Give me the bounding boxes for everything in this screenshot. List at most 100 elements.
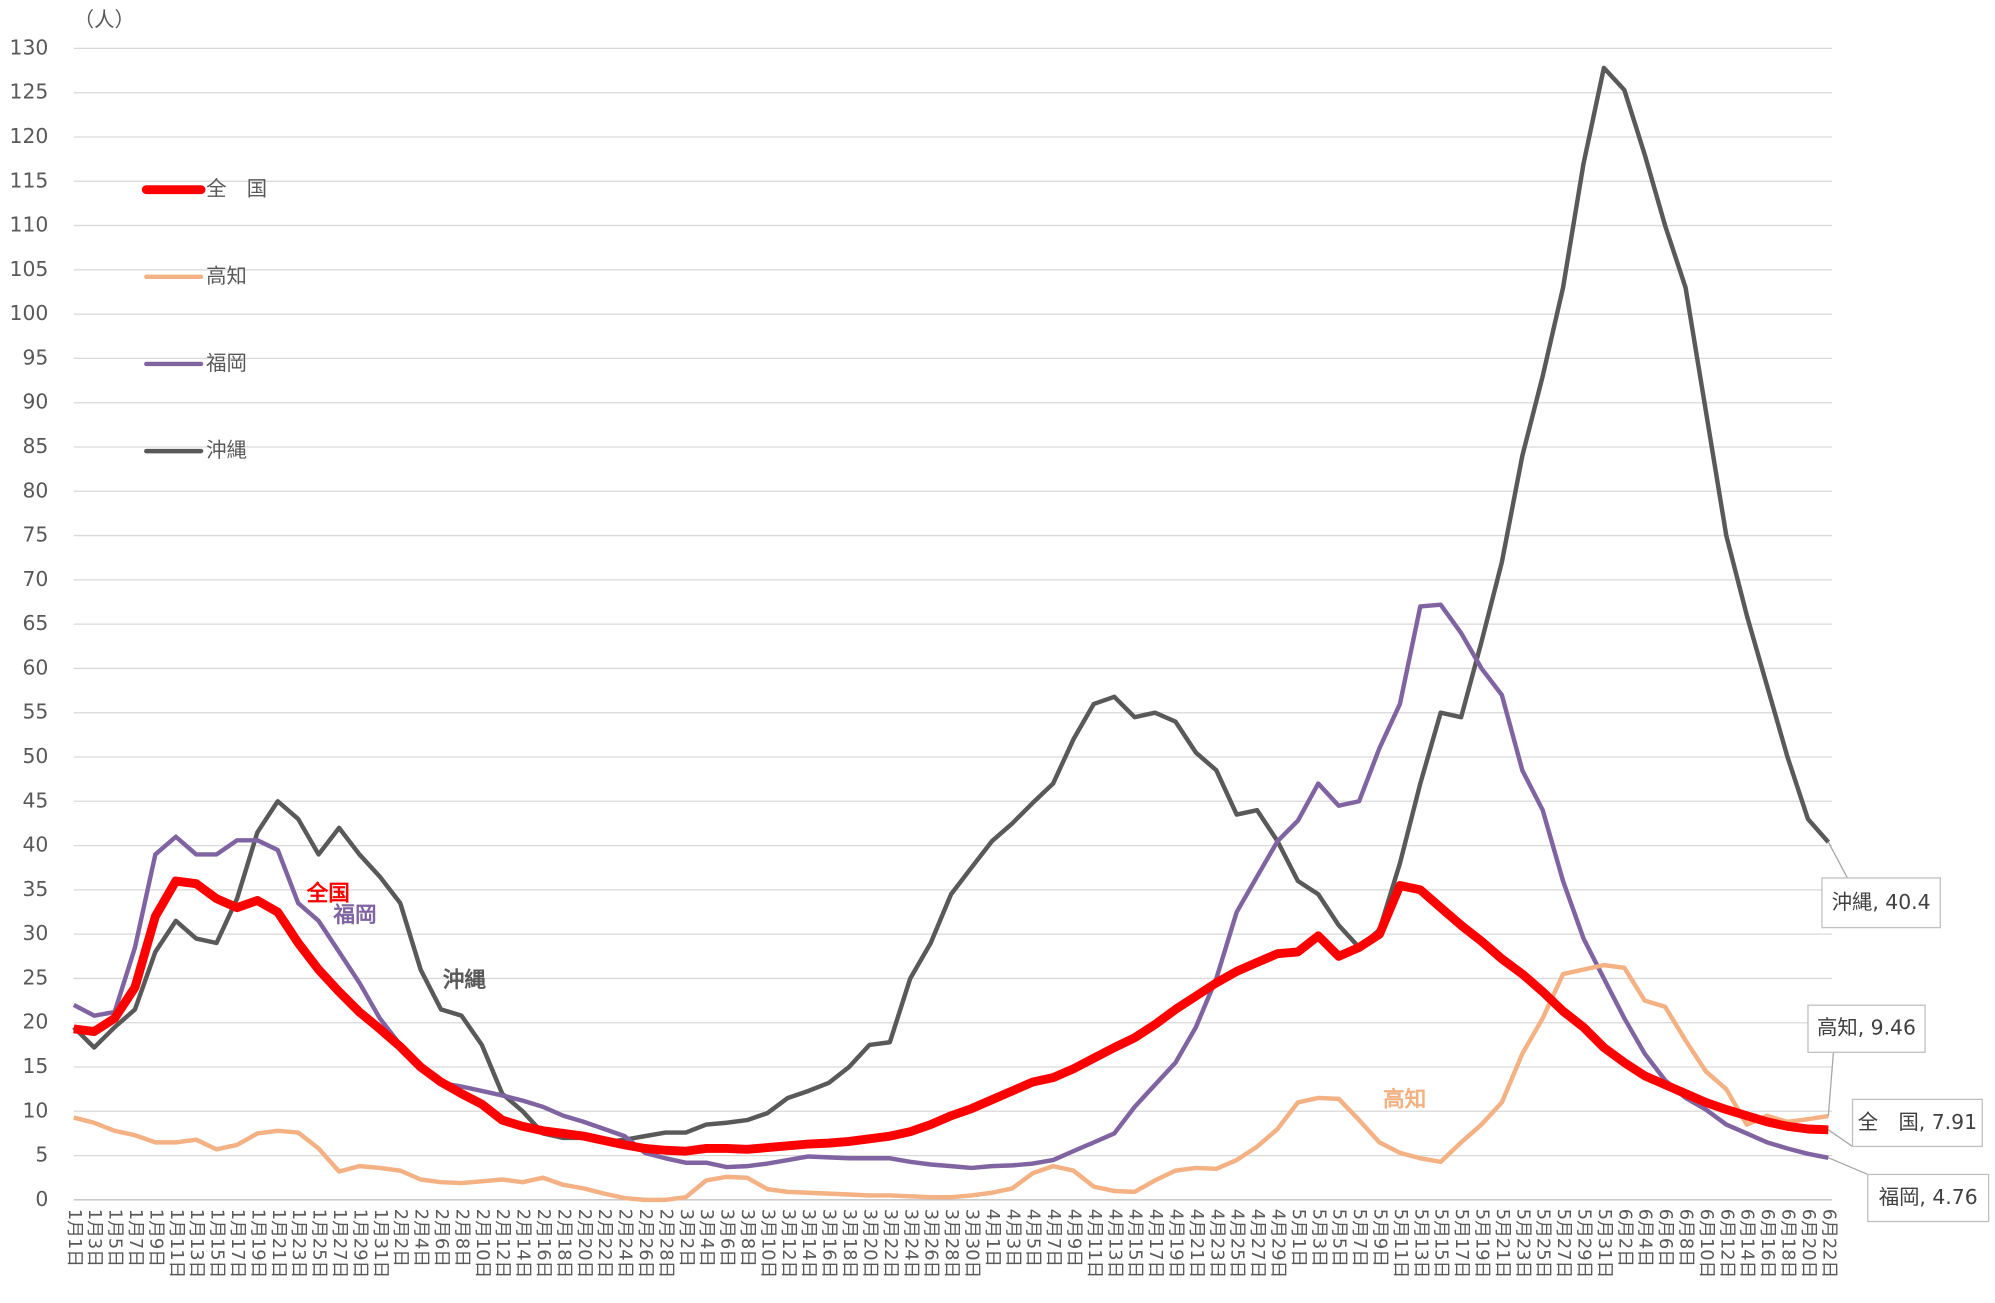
y-tick-label: 125 <box>10 80 49 104</box>
y-tick-label: 0 <box>35 1187 48 1211</box>
x-tick-label: 1月7日 <box>125 1209 146 1267</box>
x-tick-label: 1月3日 <box>84 1209 105 1267</box>
x-tick-label: 4月5日 <box>1023 1209 1044 1267</box>
x-tick-label: 1月19日 <box>247 1209 268 1279</box>
x-tick-label: 3月6日 <box>717 1209 738 1267</box>
x-tick-label: 6月22日 <box>1818 1209 1839 1279</box>
x-tick-label: 5月15日 <box>1431 1209 1452 1279</box>
x-tick-label: 5月1日 <box>1288 1209 1309 1267</box>
x-tick-label: 5月5日 <box>1329 1209 1350 1267</box>
y-tick-label: 10 <box>22 1098 48 1122</box>
series-label: 福岡 <box>332 903 376 928</box>
x-tick-label: 4月1日 <box>982 1209 1003 1267</box>
x-tick-label: 2月28日 <box>655 1209 676 1279</box>
x-tick-label: 1月25日 <box>309 1209 330 1279</box>
series-line <box>72 602 1829 1171</box>
x-tick-label: 5月7日 <box>1349 1209 1370 1267</box>
x-tick-label: 3月2日 <box>676 1209 697 1267</box>
x-tick-label: 6月14日 <box>1737 1209 1758 1279</box>
callout-box <box>1851 1098 1983 1148</box>
x-tick-label: 5月19日 <box>1472 1209 1493 1279</box>
x-tick-label: 3月28日 <box>941 1209 962 1279</box>
callout-box <box>1821 877 1941 929</box>
x-tick-label: 3月22日 <box>880 1209 901 1279</box>
x-tick-label: 6月10日 <box>1696 1209 1717 1279</box>
y-tick-label: 35 <box>22 877 48 901</box>
x-tick-label: 2月8日 <box>451 1209 472 1267</box>
x-tick-label: 1月11日 <box>166 1209 187 1279</box>
x-tick-label: 1月21日 <box>268 1209 289 1279</box>
x-tick-label: 4月25日 <box>1227 1209 1248 1279</box>
x-tick-label: 2月14日 <box>513 1209 534 1279</box>
callout-leader <box>1827 1052 1835 1117</box>
callout-box <box>1807 1004 1926 1053</box>
x-tick-label: 2月12日 <box>492 1209 513 1279</box>
x-tick-label: 6月2日 <box>1614 1209 1635 1267</box>
x-tick-label: 1月29日 <box>349 1209 370 1279</box>
x-tick-label: 3月14日 <box>798 1209 819 1279</box>
x-tick-label: 1月13日 <box>186 1209 207 1279</box>
x-tick-label: 2月2日 <box>390 1209 411 1267</box>
y-tick-label: 115 <box>10 168 49 192</box>
y-tick-label: 95 <box>22 345 48 369</box>
x-tick-label: 5月29日 <box>1574 1209 1595 1279</box>
legend-label: 全 国 <box>206 177 267 201</box>
series-line <box>73 876 1829 1156</box>
x-tick-label: 1月1日 <box>64 1209 85 1267</box>
x-tick-label: 5月17日 <box>1451 1209 1472 1279</box>
y-tick-label: 55 <box>22 700 48 724</box>
x-tick-label: 6月20日 <box>1798 1209 1819 1279</box>
x-tick-label: 4月11日 <box>1084 1209 1105 1279</box>
y-tick-label: 80 <box>22 478 48 502</box>
x-tick-label: 1月31日 <box>370 1209 391 1279</box>
x-tick-label: 6月16日 <box>1757 1209 1778 1279</box>
x-tick-label: 4月15日 <box>1125 1209 1146 1279</box>
x-tick-label: 3月30日 <box>961 1209 982 1279</box>
x-tick-label: 2月16日 <box>533 1209 554 1279</box>
callout-box <box>1867 1173 1990 1223</box>
y-tick-label: 70 <box>22 567 48 591</box>
x-tick-label: 6月4日 <box>1635 1209 1656 1267</box>
x-tick-label: 4月17日 <box>1145 1209 1166 1279</box>
x-tick-label: 3月16日 <box>819 1209 840 1279</box>
x-tick-label: 2月18日 <box>553 1209 574 1279</box>
x-tick-label: 3月26日 <box>921 1209 942 1279</box>
x-tick-label: 2月22日 <box>594 1209 615 1279</box>
x-tick-label: 1月27日 <box>329 1209 350 1279</box>
x-tick-label: 3月20日 <box>859 1209 880 1279</box>
x-tick-label: 5月31日 <box>1594 1209 1615 1279</box>
x-tick-label: 1月9日 <box>145 1209 166 1267</box>
x-tick-label: 1月23日 <box>288 1209 309 1279</box>
legend-label: 高知 <box>206 264 247 288</box>
x-tick-label: 4月7日 <box>1043 1209 1064 1267</box>
x-tick-label: 4月27日 <box>1247 1209 1268 1279</box>
callout-label: 全 国, 7.91 <box>1858 1110 1977 1134</box>
y-tick-label: 85 <box>22 434 48 458</box>
legend-label: 沖縄 <box>206 438 247 462</box>
x-tick-label: 5月23日 <box>1512 1209 1533 1279</box>
x-tick-label: 5月21日 <box>1492 1209 1513 1279</box>
x-tick-label: 2月4日 <box>411 1209 432 1267</box>
series-label: 高知 <box>1383 1087 1426 1113</box>
x-tick-label: 5月25日 <box>1533 1209 1554 1279</box>
x-tick-label: 2月20日 <box>574 1209 595 1279</box>
y-tick-label: 50 <box>22 744 48 768</box>
y-tick-label: 65 <box>22 611 48 635</box>
y-tick-label: 15 <box>22 1054 48 1078</box>
y-tick-label: 100 <box>10 301 49 325</box>
series-line <box>73 962 1829 1203</box>
series-label: 全国 <box>306 881 350 907</box>
y-tick-label: 25 <box>22 965 48 989</box>
x-tick-label: 5月11日 <box>1390 1209 1411 1279</box>
y-tick-label: 105 <box>10 257 49 281</box>
y-tick-label: 90 <box>22 390 48 414</box>
x-tick-label: 4月21日 <box>1186 1209 1207 1279</box>
unit-label: （人） <box>74 7 135 31</box>
x-tick-label: 1月15日 <box>207 1209 228 1279</box>
y-tick-label: 60 <box>22 655 48 679</box>
x-tick-label: 3月8日 <box>737 1209 758 1267</box>
callout-label: 沖縄, 40.4 <box>1832 890 1931 914</box>
series-line <box>72 65 1830 1145</box>
series-label: 沖縄 <box>443 968 487 993</box>
